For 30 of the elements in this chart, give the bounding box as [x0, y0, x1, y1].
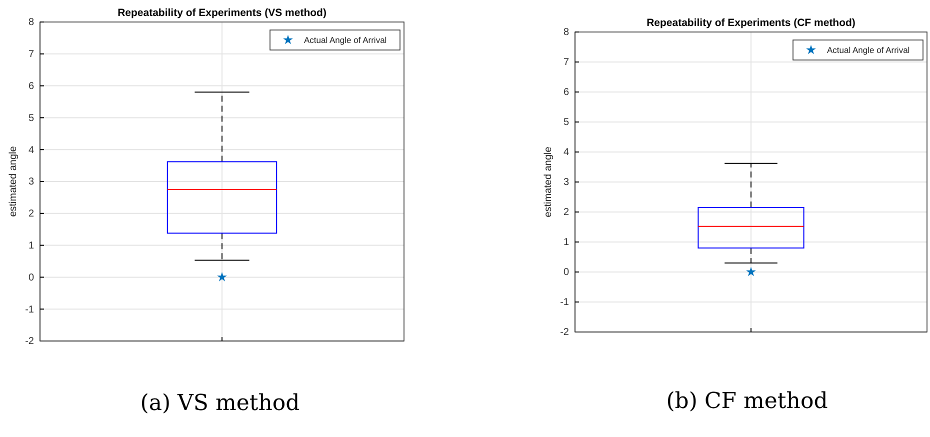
chart-title: Repeatability of Experiments (VS method) — [118, 7, 326, 19]
legend-label: Actual Angle of Arrival — [304, 35, 387, 45]
y-tick-label: 1 — [563, 237, 570, 248]
y-tick-label: 6 — [28, 81, 34, 92]
y-axis-title: estimated angle — [543, 146, 554, 218]
y-tick-label: -2 — [560, 327, 570, 338]
y-tick-label: 5 — [563, 117, 570, 128]
y-tick-label: -2 — [25, 336, 34, 348]
y-tick-label: 0 — [563, 267, 570, 278]
text: (b) CF method — [666, 389, 828, 414]
chart-title: Repeatability of Experiments (CF method) — [646, 17, 856, 29]
y-tick-label: 4 — [28, 144, 34, 156]
y-tick-label: 8 — [28, 17, 34, 28]
y-tick-label: -1 — [560, 297, 570, 308]
y-tick-label: 0 — [28, 272, 34, 284]
y-tick-label: 7 — [563, 57, 570, 68]
y-tick-label: 8 — [563, 27, 570, 38]
y-axis-title: estimated angle — [8, 146, 19, 217]
y-tick-label: -1 — [25, 304, 34, 316]
legend-label: Actual Angle of Arrival — [827, 45, 910, 55]
y-tick-label: 1 — [28, 240, 34, 252]
text: (a) VS method — [140, 391, 300, 416]
y-tick-label: 4 — [563, 147, 570, 158]
y-tick-label: 7 — [28, 49, 34, 60]
y-tick-label: 2 — [28, 208, 34, 220]
y-tick-label: 3 — [563, 177, 570, 188]
y-tick-label: 6 — [563, 87, 570, 98]
y-tick-label: 2 — [563, 207, 570, 218]
y-tick-label: 5 — [28, 112, 34, 124]
y-tick-label: 3 — [28, 176, 34, 188]
